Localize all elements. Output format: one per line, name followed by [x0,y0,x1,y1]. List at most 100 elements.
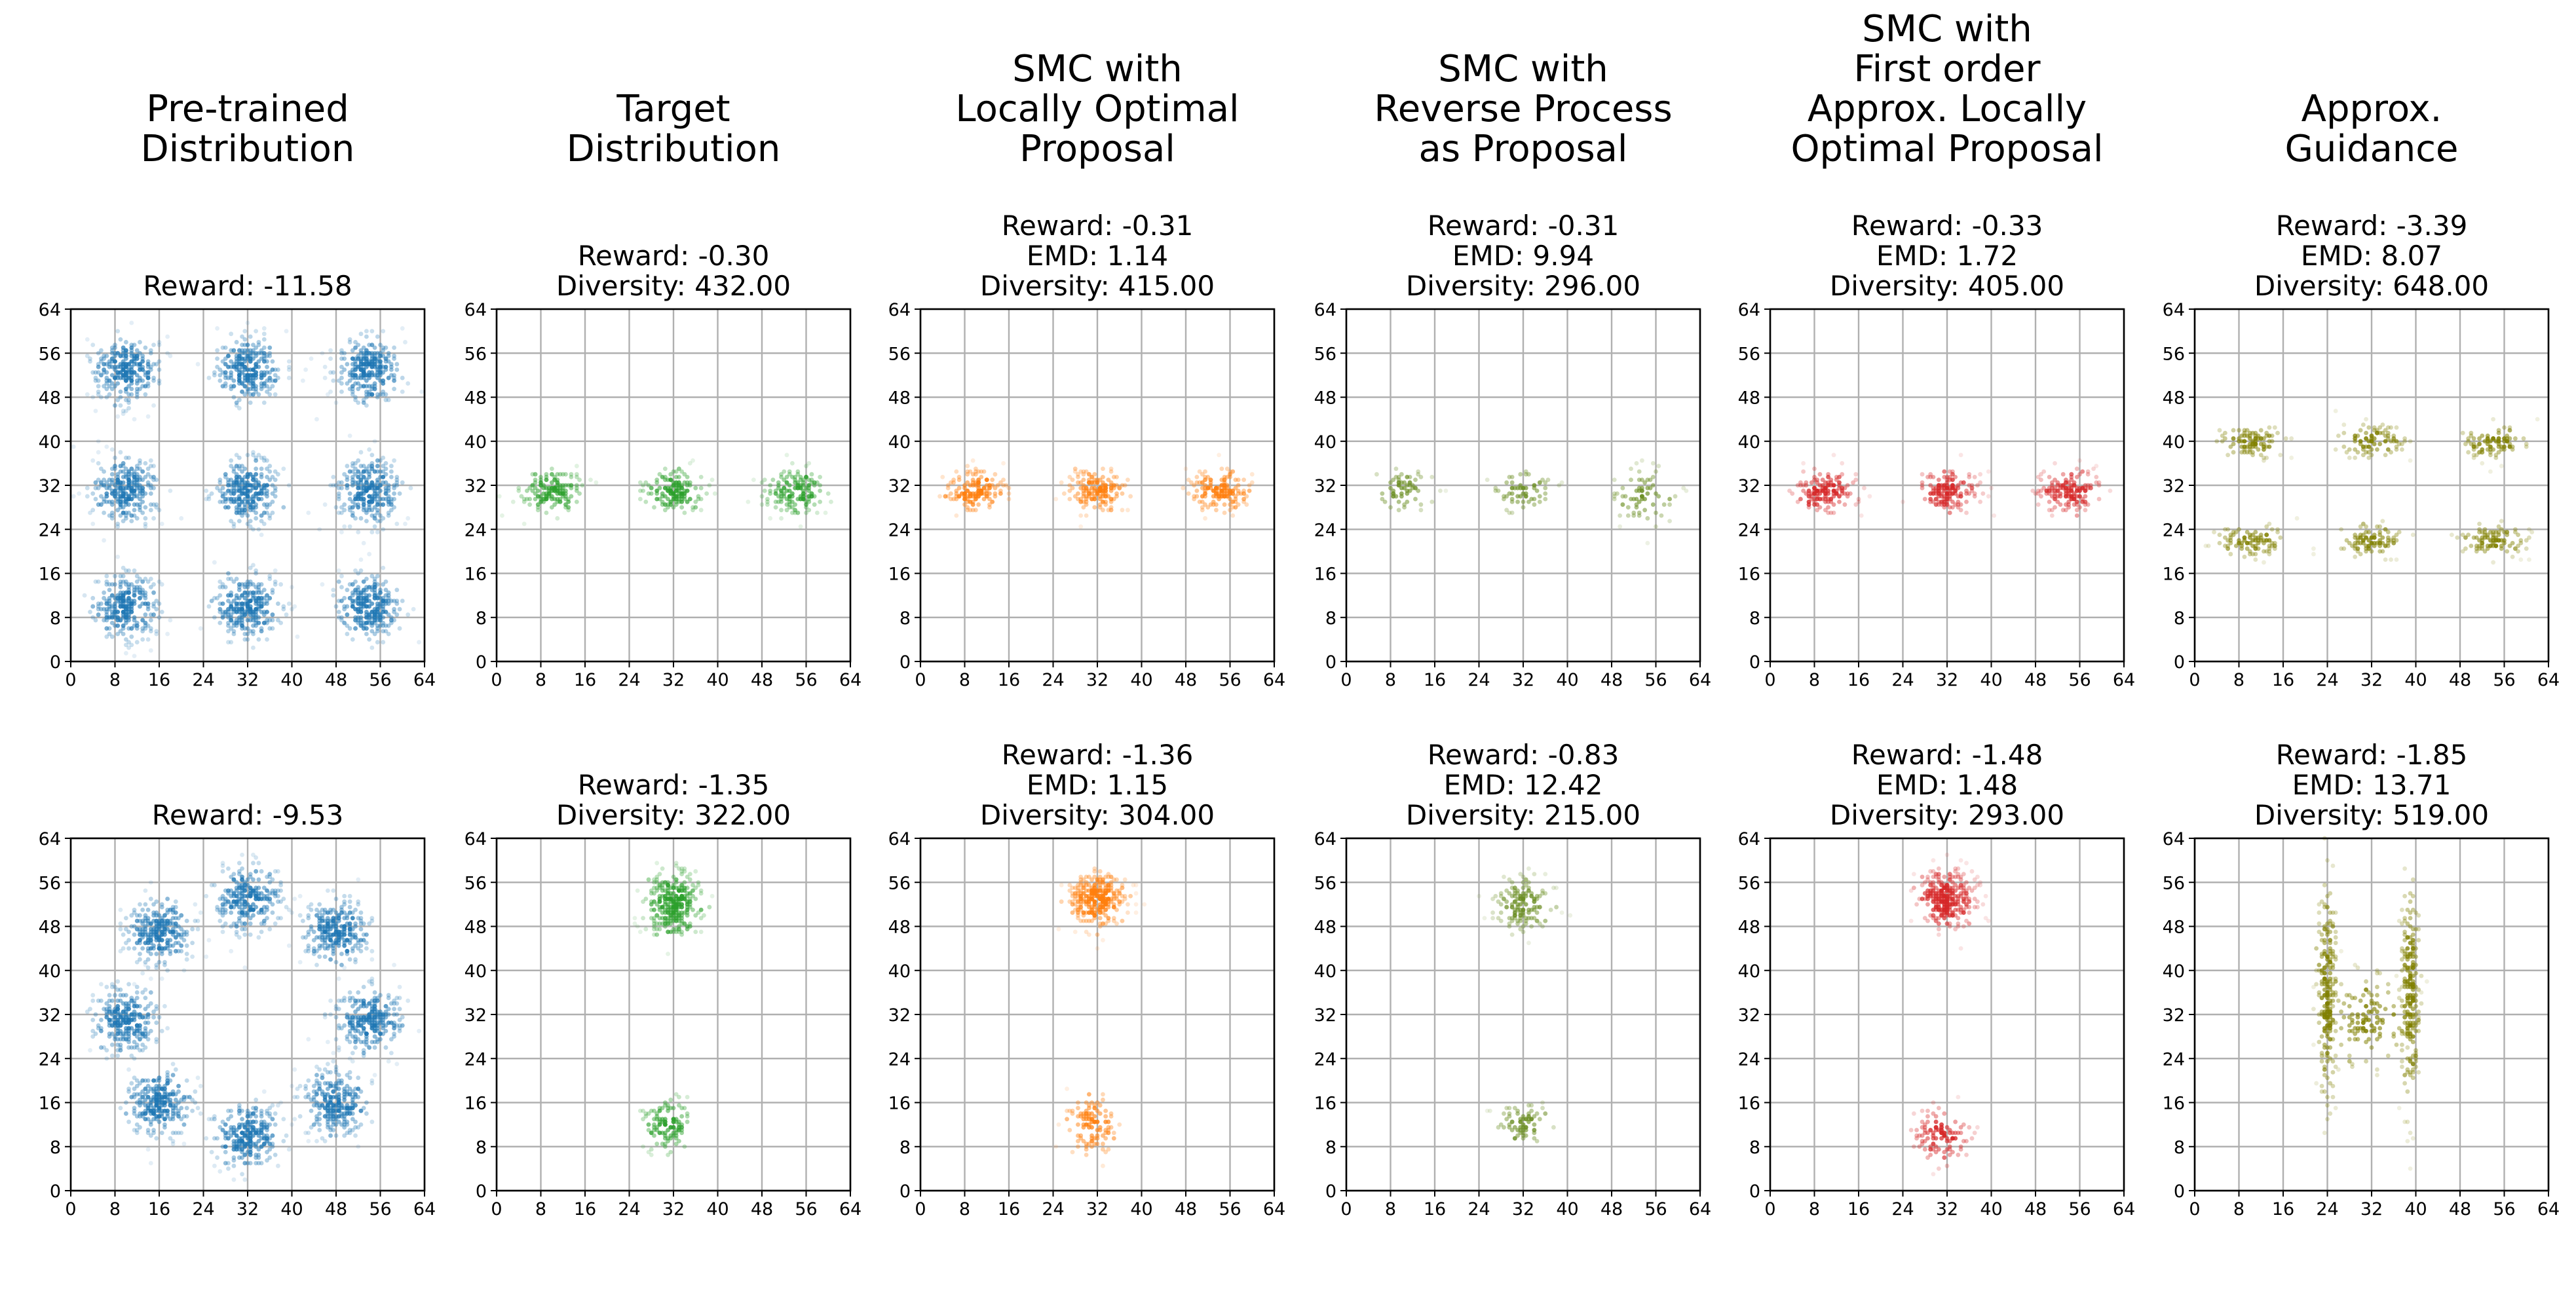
data-point [998,489,1003,493]
data-point [2471,455,2476,460]
data-point [2391,540,2396,546]
data-point [123,472,128,477]
data-point [270,587,275,593]
data-point [1656,494,1661,499]
data-point [1493,485,1498,491]
data-point [2347,455,2352,460]
data-point [1418,508,1424,513]
data-point [1939,494,1944,499]
data-point [1214,502,1219,507]
data-point [2366,425,2372,430]
data-point [544,510,549,515]
data-point [364,334,369,339]
data-point [1214,485,1219,491]
data-point [970,508,975,513]
data-point [1097,485,1103,491]
data-point [121,510,126,515]
data-point [270,367,275,372]
data-point [151,604,156,609]
data-point [115,615,121,620]
data-point [361,469,366,474]
data-point [682,480,687,485]
x-tick-label: 48 [1175,670,1197,690]
data-point [369,480,375,485]
data-point [339,530,344,534]
data-point [347,491,352,496]
data-point [220,345,225,350]
data-point [2355,546,2360,551]
data-point [392,378,396,383]
x-tick-label: 40 [1130,670,1152,690]
data-point [804,505,808,510]
data-point [804,510,808,515]
data-point [206,496,212,502]
x-tick-label: 8 [959,670,970,690]
data-point [143,620,148,625]
data-point [259,929,264,935]
data-point [1222,510,1227,515]
data-point [71,494,76,499]
data-point [157,340,162,344]
data-point [973,508,978,513]
data-point [113,343,117,348]
data-point [85,354,90,358]
data-point [2527,527,2531,532]
data-point [1958,453,1963,458]
data-point [220,384,225,389]
data-point [126,510,131,515]
data-point [1834,477,1839,482]
data-point [215,595,219,601]
data-point [367,637,372,642]
data-point [1667,502,1672,507]
data-point [2247,450,2252,455]
data-point [386,350,391,356]
data-point [251,348,256,353]
data-point [1405,474,1410,479]
data-point [1956,483,1961,488]
data-point [2085,483,2091,488]
data-point [943,494,948,499]
data-point [90,508,96,513]
data-point [411,606,416,612]
data-point [369,499,375,504]
data-point [261,354,267,358]
data-point [552,496,557,502]
data-point [2272,544,2277,548]
data-point [1831,453,1836,458]
data-point [123,466,128,472]
data-point [776,483,781,488]
data-point [123,615,128,620]
data-point [2253,436,2258,441]
data-point [2247,532,2252,538]
data-point [381,474,386,479]
data-point [237,935,242,940]
data-point [234,505,239,510]
data-point [148,576,153,582]
data-point [129,345,134,350]
data-point [388,508,394,513]
data-point [369,343,375,348]
data-point [96,439,101,444]
data-point [109,386,115,392]
data-point [1964,499,1969,504]
data-point [350,499,355,504]
x-tick-label: 32 [237,670,259,690]
data-point [1108,483,1114,488]
data-point [267,880,273,885]
data-point [394,474,400,479]
data-point [1537,499,1542,504]
data-point [134,623,140,628]
data-point [381,389,386,394]
data-point [254,869,259,874]
data-point [265,502,269,507]
data-point [2041,485,2047,491]
data-point [1812,485,1817,491]
data-point [693,499,698,504]
data-point [113,464,117,468]
data-point [82,593,87,598]
data-point [392,599,396,603]
data-point [143,595,148,601]
data-point [245,491,250,496]
data-point [809,480,814,485]
data-point [2237,436,2241,441]
